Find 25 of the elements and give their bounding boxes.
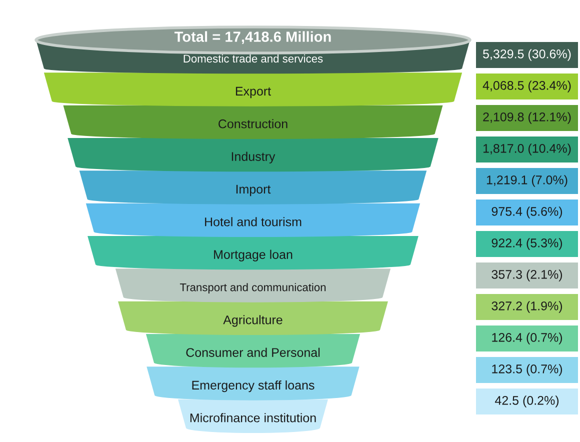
category-label: Industry	[232, 152, 276, 164]
data-label: 123.5 (0.7%)	[492, 364, 562, 376]
data-label: 5,329.5 (30.6%)	[483, 49, 571, 61]
category-label: Export	[236, 86, 271, 98]
data-label: 1,219.1 (7.0%)	[486, 175, 568, 187]
data-label: 357.3 (2.1%)	[492, 270, 562, 282]
category-label: Transport and communication	[180, 283, 326, 294]
category-label: Construction	[218, 119, 288, 128]
category-label: Mortgage loan	[214, 250, 292, 262]
data-label: 42.5 (0.2%)	[494, 396, 559, 408]
data-label: 2,109.8 (12.1%)	[483, 112, 571, 124]
category-label: Import	[236, 184, 271, 196]
category-label: Agriculture	[223, 315, 282, 327]
category-label: Emergency staff loans	[192, 380, 314, 392]
category-label: Consumer and Personal	[186, 348, 320, 357]
data-label: 975.4 (5.6%)	[492, 206, 562, 218]
data-label: 1,817.0 (10.4%)	[483, 144, 571, 156]
data-label: 4,068.5 (23.4%)	[482, 80, 571, 92]
text: Total = 17,418.6 Million	[174, 31, 331, 44]
data-label: 327.2 (1.9%)	[492, 301, 562, 313]
category-label: Domestic trade and services	[184, 54, 323, 63]
data-label: 126.4 (0.7%)	[492, 332, 562, 344]
data-label: 922.4 (5.3%)	[492, 238, 562, 250]
category-label: Microfinance institution	[190, 413, 316, 422]
category-label: Hotel and tourism	[205, 217, 302, 226]
